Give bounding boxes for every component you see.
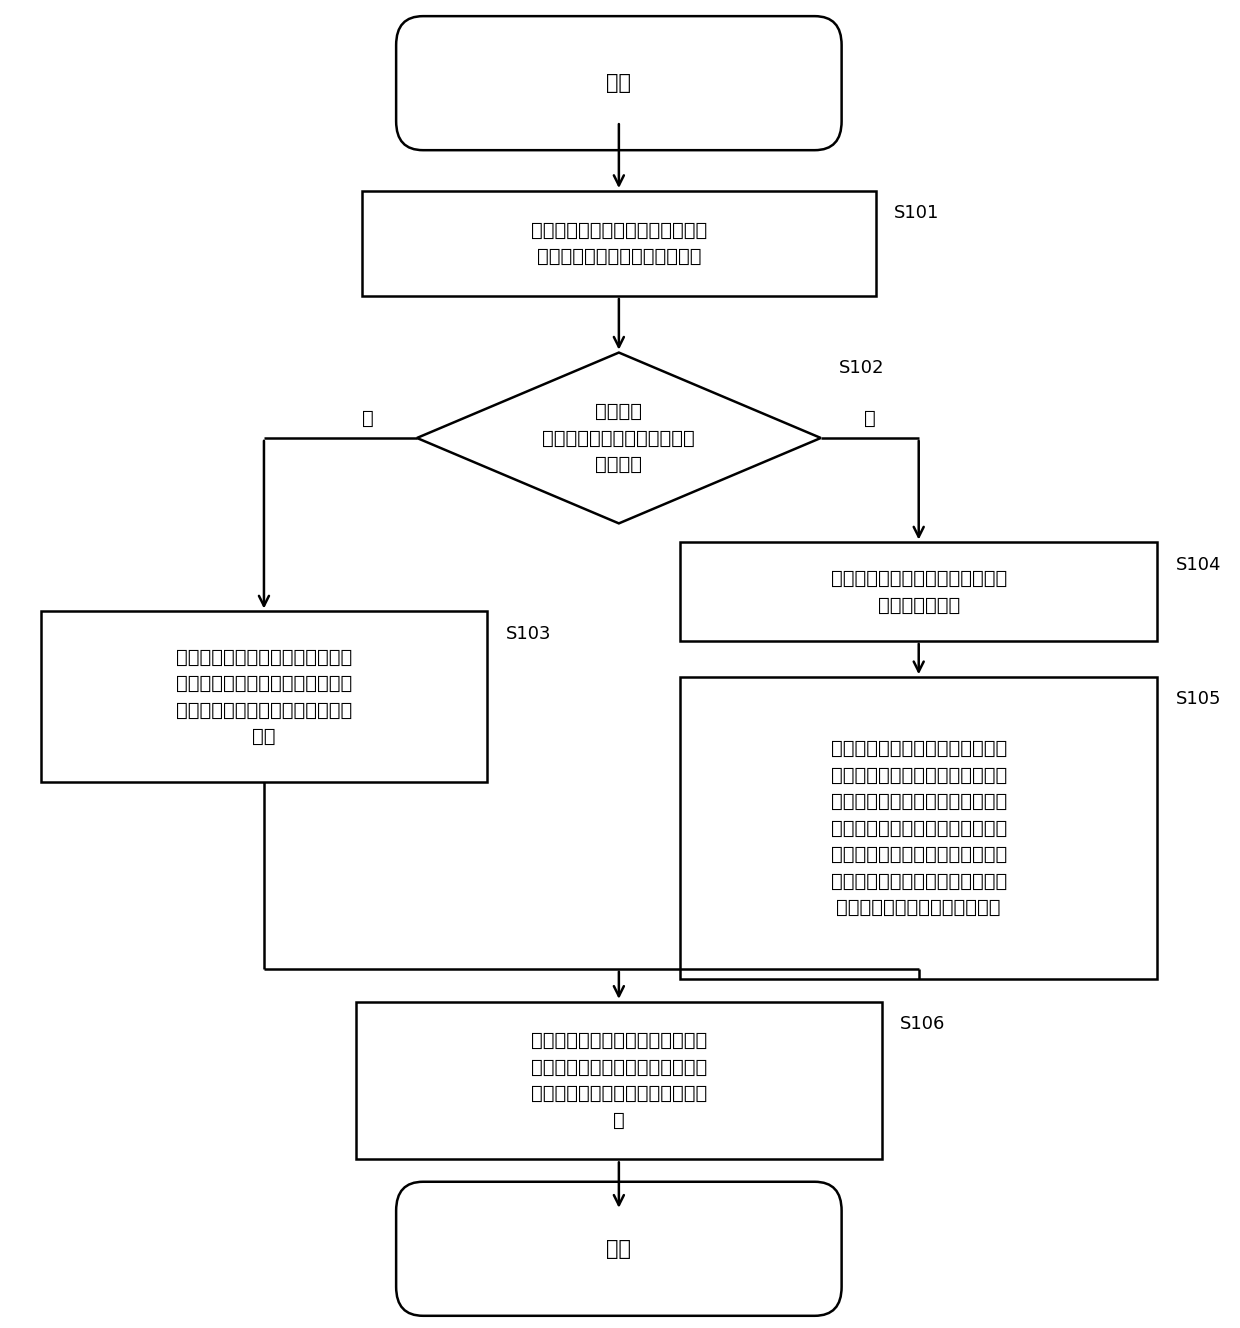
Text: S103: S103 — [506, 624, 551, 643]
Bar — [362, 191, 875, 296]
Bar — [680, 677, 1157, 979]
Text: 云端将第一哈希值、第一密文及加
密文件存储到预设文件信息表中，
将第二密文保存至用户关联文件表
中: 云端将第一哈希值、第一密文及加 密文件存储到预设文件信息表中， 将第二密文保存至… — [531, 1032, 707, 1130]
Text: 是: 是 — [362, 409, 373, 428]
Bar — [680, 542, 1157, 641]
Text: 开始: 开始 — [606, 73, 631, 93]
Text: 结束: 结束 — [606, 1239, 631, 1259]
Text: S106: S106 — [900, 1015, 946, 1033]
Bar — [356, 1001, 882, 1159]
Text: 云端向客户端返回文件重复的提示
信息，并等待客户端利用第二预设
密钥加密第二哈希值得到第二密文
上传: 云端向客户端返回文件重复的提示 信息，并等待客户端利用第二预设 密钥加密第二哈希… — [176, 648, 352, 746]
Polygon shape — [417, 352, 821, 523]
Text: S105: S105 — [1176, 691, 1221, 708]
Text: 云端查找
预设文件信息表中是否存在第
一哈希值: 云端查找 预设文件信息表中是否存在第 一哈希值 — [542, 402, 696, 474]
Text: 否: 否 — [864, 409, 875, 428]
Text: S102: S102 — [839, 359, 884, 377]
Text: S101: S101 — [894, 205, 940, 222]
Bar — [41, 611, 487, 782]
Text: 客户端计算待上传文件的第一哈希
值，并将第一哈希值发送至云端: 客户端计算待上传文件的第一哈希 值，并将第一哈希值发送至云端 — [531, 220, 707, 266]
Text: S104: S104 — [1176, 555, 1221, 574]
Text: 客户端利用第一预设密钥对待上传
文件进行加密，得到加密文件，并
利用待上传文件的第二哈希值作为
密钥加密第一预设密钥得到第一密
文，利用第二预设密钥加密第二哈
: 客户端利用第一预设密钥对待上传 文件进行加密，得到加密文件，并 利用待上传文件的… — [831, 740, 1007, 918]
FancyBboxPatch shape — [396, 16, 842, 150]
FancyBboxPatch shape — [396, 1182, 842, 1316]
Text: 云端向客户端请求该第一哈希值对
应的待上传文件: 云端向客户端请求该第一哈希值对 应的待上传文件 — [831, 568, 1007, 615]
